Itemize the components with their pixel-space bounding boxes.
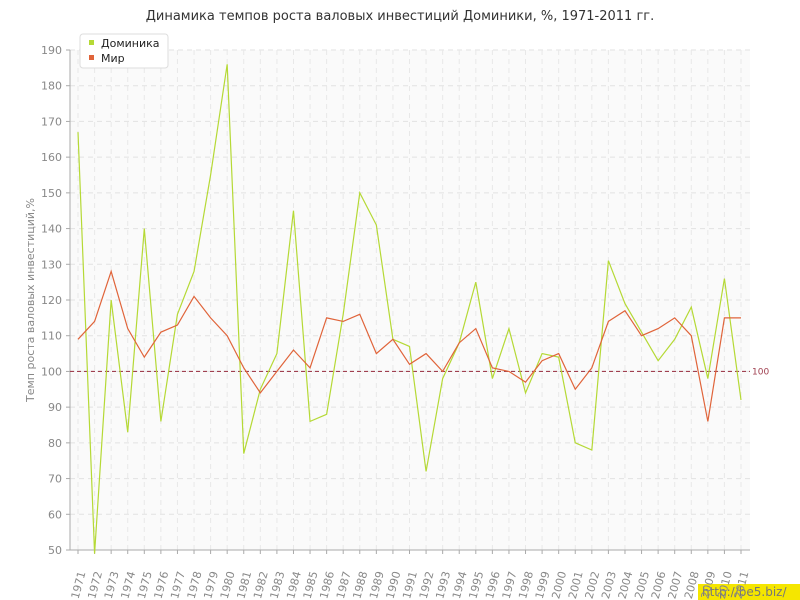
legend-label: Доминика	[101, 37, 160, 50]
legend-box	[79, 33, 169, 69]
y-tick-label: 130	[41, 258, 62, 271]
y-tick-label: 70	[48, 473, 62, 486]
series-line	[77, 64, 742, 554]
y-tick-label: 140	[41, 223, 62, 236]
y-tick-label: 110	[41, 330, 62, 343]
watermark: http://be5.biz/	[702, 585, 787, 599]
reference-label: 100	[752, 367, 769, 377]
y-tick-label: 160	[41, 151, 62, 164]
y-tick-label: 80	[48, 437, 62, 450]
y-tick-label: 180	[41, 80, 62, 93]
y-tick-label: 120	[41, 294, 62, 307]
series-line	[77, 269, 741, 422]
y-axis-label: Темп роста валовых инвестиций,%	[24, 198, 37, 403]
legend-swatch	[89, 55, 94, 60]
y-tick-label: 150	[41, 187, 62, 200]
y-tick-label: 90	[48, 401, 62, 414]
watermark-bg	[698, 584, 800, 600]
y-tick-label: 50	[48, 544, 62, 557]
y-tick-label: 170	[41, 115, 62, 128]
legend-swatch	[89, 40, 94, 45]
y-tick-label: 60	[48, 508, 62, 521]
chart-title: Динамика темпов роста валовых инвестиций…	[146, 9, 655, 24]
y-tick-label: 100	[41, 365, 62, 378]
legend-label: Мир	[101, 52, 125, 65]
y-tick-label: 190	[41, 44, 62, 57]
legend: Доминика Мир	[79, 33, 169, 69]
